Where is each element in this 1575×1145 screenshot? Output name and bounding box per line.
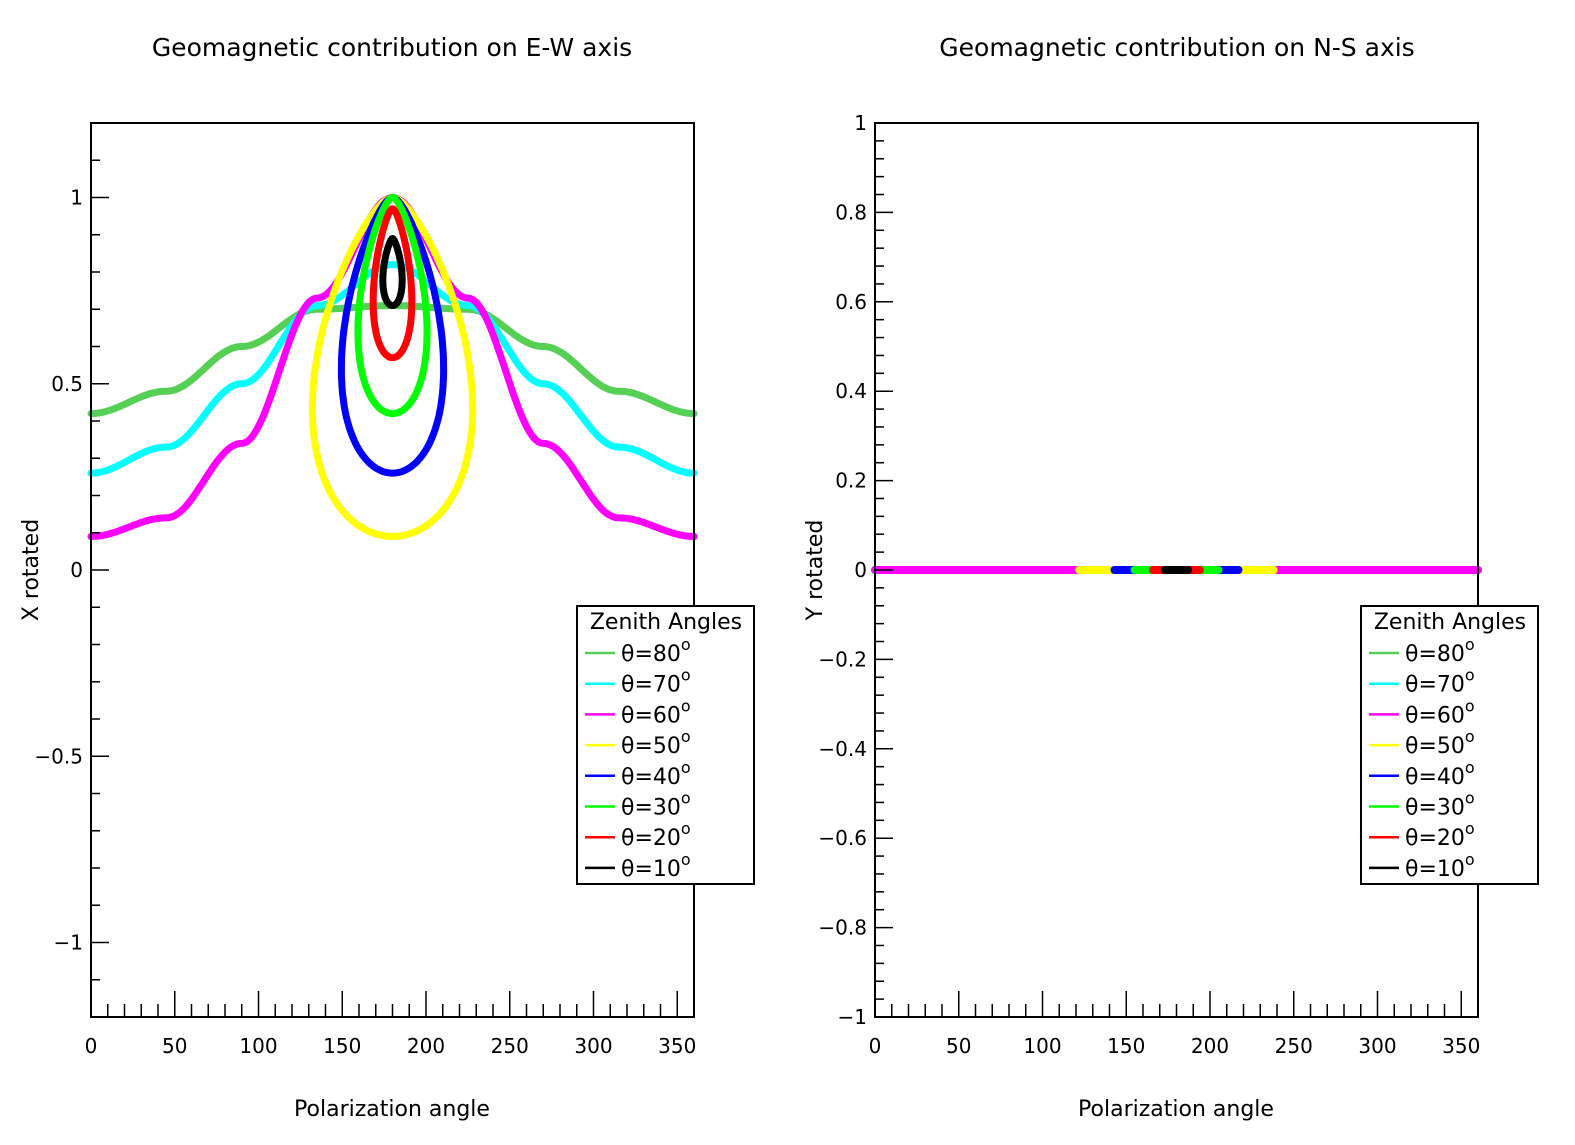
ns-legend: Zenith Angles θ=80oθ=70oθ=60oθ=50oθ=40oθ… [1360,605,1539,885]
ew-y-axis-label: X rotated [19,519,44,621]
ew-legend-title: Zenith Angles [590,610,742,635]
ns-x-tick-label: 300 [1358,1034,1396,1058]
ns-x-tick-label: 200 [1191,1034,1229,1058]
ew-curve-20 [369,205,416,362]
ew-panel: Geomagnetic contribution on E-W axis 0 50… [19,33,755,1122]
ns-y-tick-label: 0.2 [835,469,867,493]
ew-y-tick-label: 0 [70,558,83,582]
ew-point-60-4 [127,522,135,530]
ew-point-60-11 [640,519,648,526]
ew-series-10 [379,235,406,309]
ew-point-60-1 [97,532,105,540]
ew-legend: Zenith Angles θ=80oθ=70oθ=60oθ=50oθ=40oθ… [576,605,755,885]
ns-x-tick-label: 250 [1275,1034,1313,1058]
ns-y-tick-label: −0.4 [818,737,867,761]
ew-x-tick-label: 150 [323,1034,361,1058]
ew-x-tick-label: 100 [239,1034,277,1058]
ns-x-tick-label: 0 [869,1034,882,1058]
ew-curve-40 [337,194,448,477]
ew-point-60-12 [650,522,658,530]
ew-series-40 [337,194,448,477]
ew-x-tick-label: 0 [85,1034,98,1058]
ew-curve-10 [379,235,406,309]
ns-point-60-7 [1423,566,1432,574]
ns-y-tick-label: 0.4 [835,379,867,403]
ns-y-tick-label: 0 [854,558,867,582]
ns-y-tick-label: −0.2 [818,647,867,671]
ns-point-60-1 [891,566,900,574]
ew-point-60-10 [630,516,638,524]
ew-point-60-3 [117,526,125,534]
ew-y-tick-label: 1 [70,186,83,210]
ns-point-60-2 [901,566,910,574]
ns-data-curves [871,566,1482,574]
ew-curve-50 [308,194,477,540]
ew-y-tick-label: −0.5 [34,744,83,768]
ns-y-tick-label: −0.6 [818,826,867,850]
ns-y-tick-label: 0.6 [835,290,867,314]
ns-axis-ticks: 0 50 100 150 200 250 300 350 1 0.8 0.6 0.4 0.2 0 −0.2 −… [818,111,1480,1058]
ns-x-tick-label: 100 [1023,1034,1061,1058]
ew-series-60 [87,193,698,540]
ew-curve-60 [87,193,698,540]
ew-y-tick-label: −1 [54,931,83,955]
ew-series-50 [308,194,477,540]
ew-data-curves [87,193,698,540]
ew-axis-ticks: 0 50 100 150 200 250 300 350 1 0.5 0 −0.5 −1 [34,122,696,1058]
ns-x-tick-label: 150 [1107,1034,1145,1058]
ns-chart-title: Geomagnetic contribution on N-S axis [939,33,1414,62]
ns-point-60-5 [931,566,940,574]
ew-series-70 [87,260,698,477]
ns-point-60-6 [1413,566,1422,574]
ew-series-30 [354,194,431,418]
ns-point-60-8 [1433,566,1442,574]
ew-point-60-2 [107,529,115,537]
ew-point-60-13 [660,526,668,534]
ns-point-60-4 [921,566,930,574]
ns-legend-title: Zenith Angles [1374,610,1526,635]
ew-x-tick-label: 350 [658,1034,696,1058]
ns-y-axis-label: Y rotated [803,520,828,622]
ew-curve-70 [87,260,698,477]
ns-y-tick-label: −0.8 [818,916,867,940]
ew-chart-title: Geomagnetic contribution on E-W axis [152,33,632,62]
ns-point-60-3 [911,566,920,574]
ns-x-tick-label: 50 [946,1034,971,1058]
ew-point-60-6 [147,516,155,524]
ew-x-tick-label: 200 [407,1034,445,1058]
ns-y-tick-label: 0.8 [835,200,867,224]
ns-y-tick-label: 1 [854,111,867,135]
ew-x-axis-label: Polarization angle [294,1097,490,1122]
ew-curve-30 [354,194,431,418]
ew-point-60-15 [680,532,688,540]
ns-point-60-10 [1453,566,1462,574]
ns-x-axis-label: Polarization angle [1078,1097,1274,1122]
ns-y-tick-label: −1 [838,1005,867,1029]
ew-series-20 [369,205,416,362]
ew-x-tick-label: 300 [574,1034,612,1058]
ew-x-tick-label: 50 [162,1034,187,1058]
ew-y-tick-label: 0.5 [51,372,83,396]
ew-point-60-9 [620,514,628,522]
ns-x-tick-label: 350 [1442,1034,1480,1058]
ns-panel: Geomagnetic contribution on N-S axis 0 50… [803,33,1539,1122]
ew-point-60-7 [157,514,165,522]
ew-point-60-8 [167,513,175,521]
ns-point-60-9 [1443,566,1452,574]
ew-point-60-5 [137,519,145,526]
ew-x-tick-label: 250 [491,1034,529,1058]
ew-point-60-14 [670,529,678,537]
